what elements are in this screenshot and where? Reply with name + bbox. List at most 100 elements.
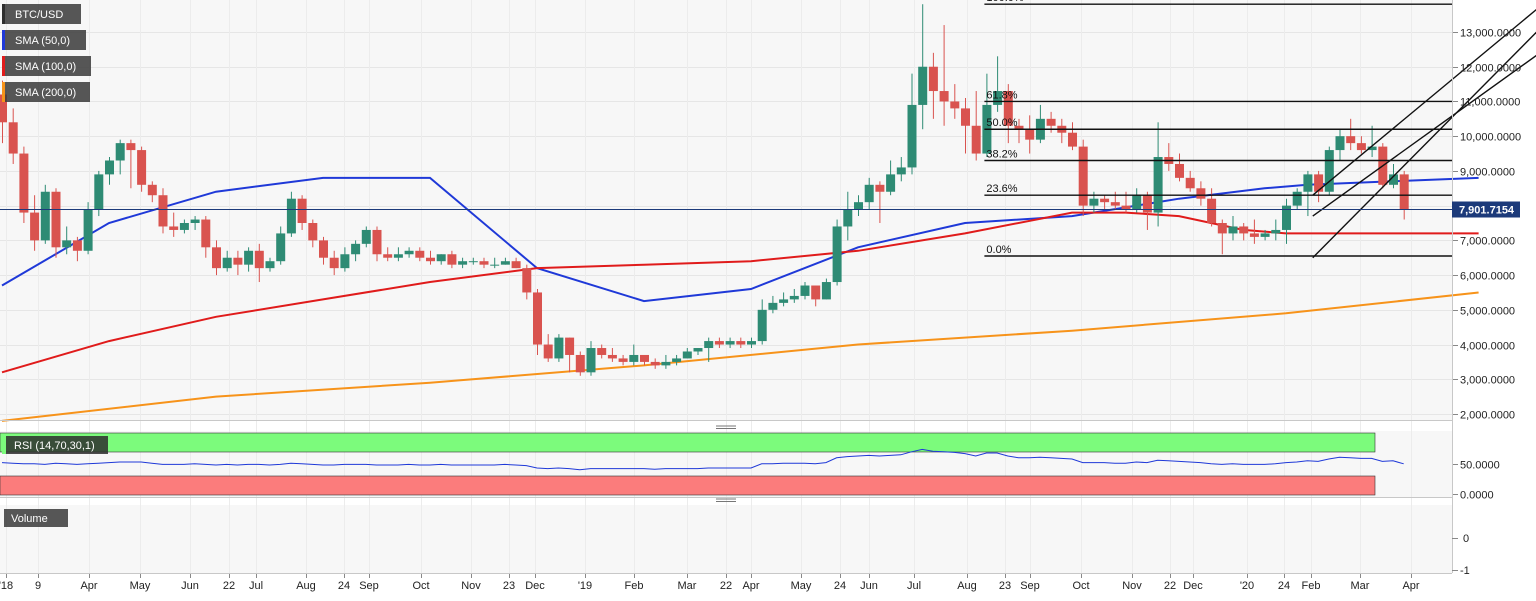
candle-body [607,354,617,359]
price-axis-label: 2,000.0000 [1460,410,1515,422]
candle-body [276,233,286,262]
candle-body [779,299,789,303]
legend-color-swatch [2,56,5,76]
candle-body [1271,229,1281,234]
trend-channel [1312,8,1536,259]
candle-body [586,348,596,373]
time-axis-label: Nov [461,580,481,592]
time-axis-label: May [130,580,151,592]
legend-color-swatch [2,30,5,50]
candle-body [640,354,649,362]
candle-body [928,66,938,92]
candle-body [575,354,585,373]
legend-item-box[interactable] [2,82,90,102]
candle-body [693,348,703,352]
candle-body [169,226,179,230]
legend-color-swatch [2,82,5,102]
time-axis-label: Jul [907,580,921,592]
rsi-label-box[interactable]: RSI (14,70,30,1) [2,436,108,454]
price-axis-label: 12,000.0000 [1460,63,1521,75]
price-axis-label: 9,000.0000 [1460,167,1515,179]
candle-body [1217,223,1227,234]
time-axis-label: Apr [80,580,97,592]
candle-body [939,91,949,102]
time-axis-label: Apr [1402,580,1419,592]
candle-body [725,341,735,345]
candle-body [650,361,660,366]
candle-body [854,202,863,210]
trend-channel-line [1312,8,1536,196]
candle-body [1110,202,1120,206]
volume-axis-label: -1 [1460,565,1470,577]
candle-body [597,348,607,355]
sma-lines [1,176,1479,422]
price-axis-label: 7,000.0000 [1460,236,1515,248]
candle-body [40,191,50,241]
resize-handle-volume[interactable] [716,498,736,502]
sma-line-0 [1,176,1479,303]
candle-body [158,195,168,227]
candle-body [843,209,853,227]
candle-body [789,295,799,300]
fib-level-label: 0.0% [986,244,1011,256]
candle-body [1389,174,1398,185]
candle-body [522,268,532,293]
candle-body [426,257,435,262]
candle-body [286,198,296,234]
candle-body [1249,233,1259,237]
candle-body [351,243,361,255]
candle-body [1068,132,1077,147]
candle-body [1089,198,1099,206]
legend-color-swatch [2,4,5,24]
candle-body [1399,174,1409,210]
volume-label-box[interactable]: Volume [4,509,68,527]
candle-body [1324,150,1334,192]
time-axis-label: Dec [1183,580,1203,592]
legend[interactable]: BTC/USD SMA (50,0) SMA (100,0) SMA (200,0) [2,4,91,102]
time-axis-label: Aug [957,580,977,592]
candle-body [811,285,821,300]
rsi-axis-label: 0.0000 [1460,490,1494,502]
candle-body [447,254,457,265]
time-axis-label: Aug [296,580,316,592]
time-axis-label: '18 [0,580,13,592]
legend-item-label: BTC/USD [15,9,63,21]
time-axis-label: 22 [720,580,732,592]
candle-body [319,240,328,258]
candle-body [1185,177,1195,189]
candle-body [372,229,382,255]
candle-body [222,257,232,269]
current-price-tag: 7,901.7154 [0,201,1520,218]
candle-body [72,240,82,251]
price-axis-label: 3,000.0000 [1460,375,1515,387]
candle-body [19,153,29,213]
candle-body [682,351,692,359]
sma-line-2 [1,291,1479,422]
candle-body [1356,143,1366,151]
candle-body [254,250,264,269]
candle-body [137,150,147,185]
resize-handle-rsi[interactable] [716,425,736,429]
candle-body [1346,136,1356,144]
candle-body [458,261,468,265]
candle-body [1025,129,1035,140]
candle-body [147,184,157,196]
legend-item-box[interactable] [2,4,81,24]
legend-item-box[interactable] [2,30,86,50]
candle-body [543,344,553,359]
time-axis-label: '19 [578,580,592,592]
candle-body [661,361,671,366]
axes: 2,000.0000 3,000.0000 4,000.0000 5,000.0000… [0,28,1521,593]
candle-body [30,212,40,241]
price-axis-label: 5,000.0000 [1460,306,1515,318]
fib-level-label: 38.2% [986,148,1017,160]
volume-axis-label: 0 [1463,533,1469,545]
legend-item-box[interactable] [2,56,91,76]
candle-body [0,94,7,123]
time-axis-label: Dec [525,580,545,592]
candle-body [1207,198,1217,224]
rsi-oversold-band [0,475,1376,496]
time-axis-label: Jun [860,580,878,592]
candle-body [1003,91,1013,126]
